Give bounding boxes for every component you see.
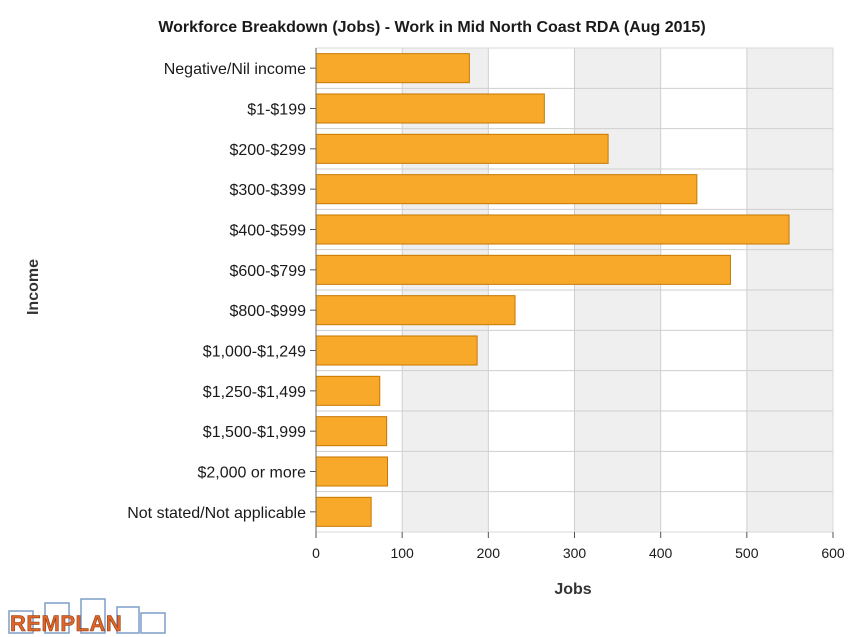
logo-box [80, 598, 106, 634]
category-label: Not stated/Not applicable [127, 505, 306, 522]
x-tick-label: 600 [821, 545, 845, 561]
category-label: $1-$199 [247, 102, 306, 119]
category-label: $200-$299 [229, 142, 306, 159]
bar [315, 295, 516, 326]
x-tick-label: 500 [735, 545, 759, 561]
bar [315, 214, 790, 245]
bar [315, 375, 381, 406]
x-tick-label: 200 [477, 545, 501, 561]
x-tick-label: 0 [312, 545, 320, 561]
category-label: $800-$999 [229, 303, 306, 320]
category-labels: Negative/Nil income $1-$199 $200-$299 $300-… [127, 61, 316, 522]
category-label: $2,000 or more [197, 465, 306, 482]
remplan-logo: REMPLAN [8, 598, 166, 634]
category-label: $600-$799 [229, 263, 306, 280]
x-tick-label: 300 [563, 545, 587, 561]
bar [315, 456, 389, 487]
logo-box [116, 606, 140, 634]
category-label: $1,500-$1,999 [203, 424, 306, 441]
bar [315, 335, 478, 366]
x-tick-label: 100 [390, 545, 414, 561]
category-label: $400-$599 [229, 223, 306, 240]
category-label: Negative/Nil income [164, 61, 306, 78]
bar [315, 496, 372, 527]
logo-box [140, 612, 166, 634]
logo-box [44, 602, 70, 634]
chart-title: Workforce Breakdown (Jobs) - Work in Mid… [158, 19, 705, 36]
bar [315, 93, 545, 124]
bar [315, 133, 609, 164]
bar [315, 174, 698, 205]
bar [315, 416, 388, 447]
category-label: $1,250-$1,499 [203, 384, 306, 401]
logo-frame [8, 598, 166, 634]
bar [315, 254, 731, 285]
x-tick-label: 400 [649, 545, 673, 561]
x-tick-labels: 0 100 200 300 400 500 600 [312, 532, 845, 561]
logo-box [8, 610, 34, 634]
y-axis-label: Income [25, 259, 42, 315]
x-axis-label: Jobs [554, 581, 591, 598]
category-label: $300-$399 [229, 182, 306, 199]
category-label: $1,000-$1,249 [203, 344, 306, 361]
bar [315, 53, 470, 84]
logo-text: REMPLAN [10, 611, 122, 634]
bars [315, 53, 790, 527]
